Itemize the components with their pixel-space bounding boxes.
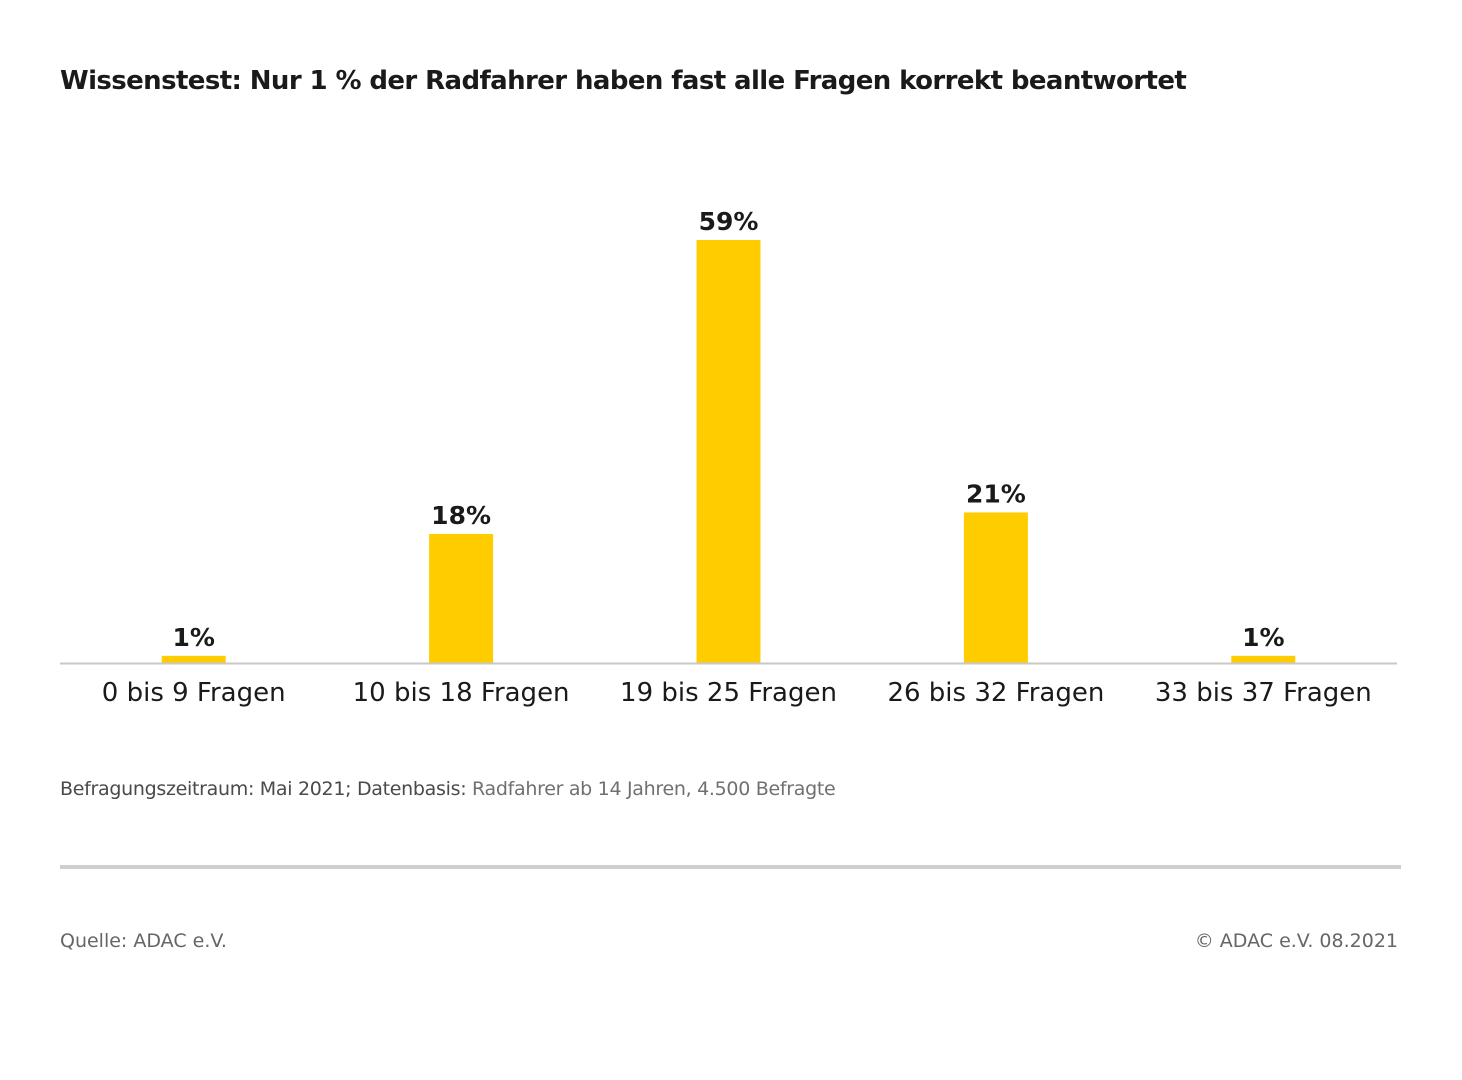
footnote-database: Radfahrer ab 14 Jahren, 4.500 Befragte <box>472 778 836 800</box>
x-tick-label: 33 bis 37 Fragen <box>1155 678 1372 708</box>
bar <box>696 240 761 663</box>
copyright-text: © ADAC e.V. 08.2021 <box>1194 930 1398 952</box>
data-label: 1% <box>1242 623 1284 652</box>
bar <box>963 512 1028 663</box>
chart-title: Wissenstest: Nur 1 % der Radfahrer haben… <box>60 66 1187 96</box>
x-tick-label: 10 bis 18 Fragen <box>353 678 570 708</box>
footnote: Befragungszeitraum: Mai 2021; Datenbasis… <box>60 778 836 800</box>
data-label: 1% <box>172 623 214 652</box>
x-tick-label: 26 bis 32 Fragen <box>887 678 1104 708</box>
data-label: 21% <box>966 479 1026 508</box>
x-tick-label: 19 bis 25 Fragen <box>620 678 837 708</box>
x-tick-label: 0 bis 9 Fragen <box>102 678 286 708</box>
data-label: 59% <box>699 207 759 236</box>
bar-chart: 1% 0 bis 9 Fragen 18% 10 bis 18 Fragen 59% 19… <box>60 207 1397 708</box>
data-label: 18% <box>431 501 491 530</box>
source-text: Quelle: ADAC e.V. <box>60 930 227 952</box>
footnote-period: Befragungszeitraum: Mai 2021; Datenbasis… <box>60 778 467 800</box>
divider <box>60 865 1401 869</box>
bar <box>429 533 494 663</box>
bar <box>1231 655 1296 663</box>
bar <box>161 655 226 663</box>
